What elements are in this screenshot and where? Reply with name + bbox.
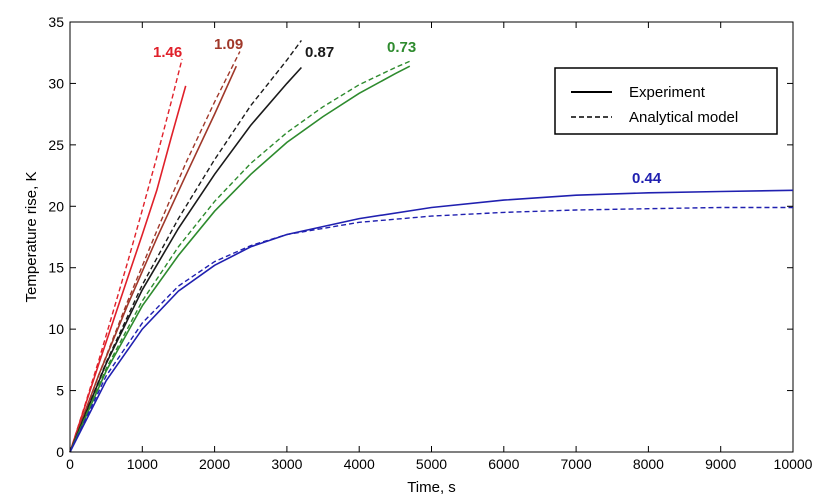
series-label-1.46: 1.46 <box>153 44 182 61</box>
legend-label-analytical-model: Analytical model <box>629 109 738 126</box>
model-line-0.44 <box>69 206 793 453</box>
experiment-line-0.87 <box>69 66 302 453</box>
x-tick-label: 7000 <box>561 456 592 472</box>
x-tick-label: 5000 <box>416 456 447 472</box>
y-tick-label: 20 <box>48 198 64 214</box>
series-label-0.87: 0.87 <box>305 44 334 61</box>
y-tick-label: 25 <box>48 137 64 153</box>
y-tick-label: 15 <box>48 260 64 276</box>
series-labels: 1.46 1.09 0.87 0.73 0.44 <box>153 36 662 187</box>
y-tick-label: 0 <box>56 444 64 460</box>
series-layer <box>69 39 794 453</box>
x-tick-label: 3000 <box>271 456 302 472</box>
y-axis-ticks: 0 5 10 15 20 25 30 35 <box>48 14 793 460</box>
series-label-0.73: 0.73 <box>387 39 416 56</box>
model-line-1.46 <box>69 58 183 453</box>
legend-box <box>554 67 778 135</box>
x-tick-label: 10000 <box>774 456 813 472</box>
x-tick-label: 9000 <box>705 456 736 472</box>
x-tick-label: 8000 <box>633 456 664 472</box>
legend: Experiment Analytical model <box>554 67 778 135</box>
x-axis-title: Time, s <box>407 479 456 496</box>
y-tick-label: 10 <box>48 321 64 337</box>
x-tick-label: 0 <box>66 456 74 472</box>
y-tick-label: 35 <box>48 14 64 30</box>
x-tick-label: 4000 <box>344 456 375 472</box>
series-label-1.09: 1.09 <box>214 36 243 53</box>
experiment-line-1.46 <box>69 85 187 453</box>
series-label-0.44: 0.44 <box>632 170 662 187</box>
legend-label-experiment: Experiment <box>629 84 706 101</box>
y-tick-label: 30 <box>48 75 64 91</box>
y-tick-label: 5 <box>56 383 64 399</box>
x-tick-label: 1000 <box>127 456 158 472</box>
plot-area <box>69 21 794 453</box>
model-line-0.87 <box>69 39 302 453</box>
experiment-line-1.09 <box>69 65 238 453</box>
x-tick-label: 6000 <box>488 456 519 472</box>
model-line-0.73 <box>69 60 411 453</box>
y-axis-title: Temperature rise, K <box>23 172 40 303</box>
x-tick-label: 2000 <box>199 456 230 472</box>
experiment-line-0.73 <box>69 65 411 453</box>
x-axis-ticks: 0 1000 2000 3000 4000 5000 6000 7000 8000 9000 100… <box>66 22 813 472</box>
experiment-line-0.44 <box>69 189 794 453</box>
